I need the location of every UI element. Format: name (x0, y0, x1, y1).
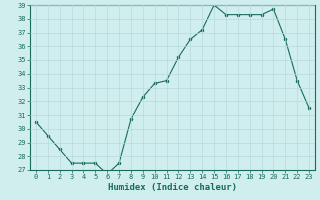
X-axis label: Humidex (Indice chaleur): Humidex (Indice chaleur) (108, 183, 237, 192)
